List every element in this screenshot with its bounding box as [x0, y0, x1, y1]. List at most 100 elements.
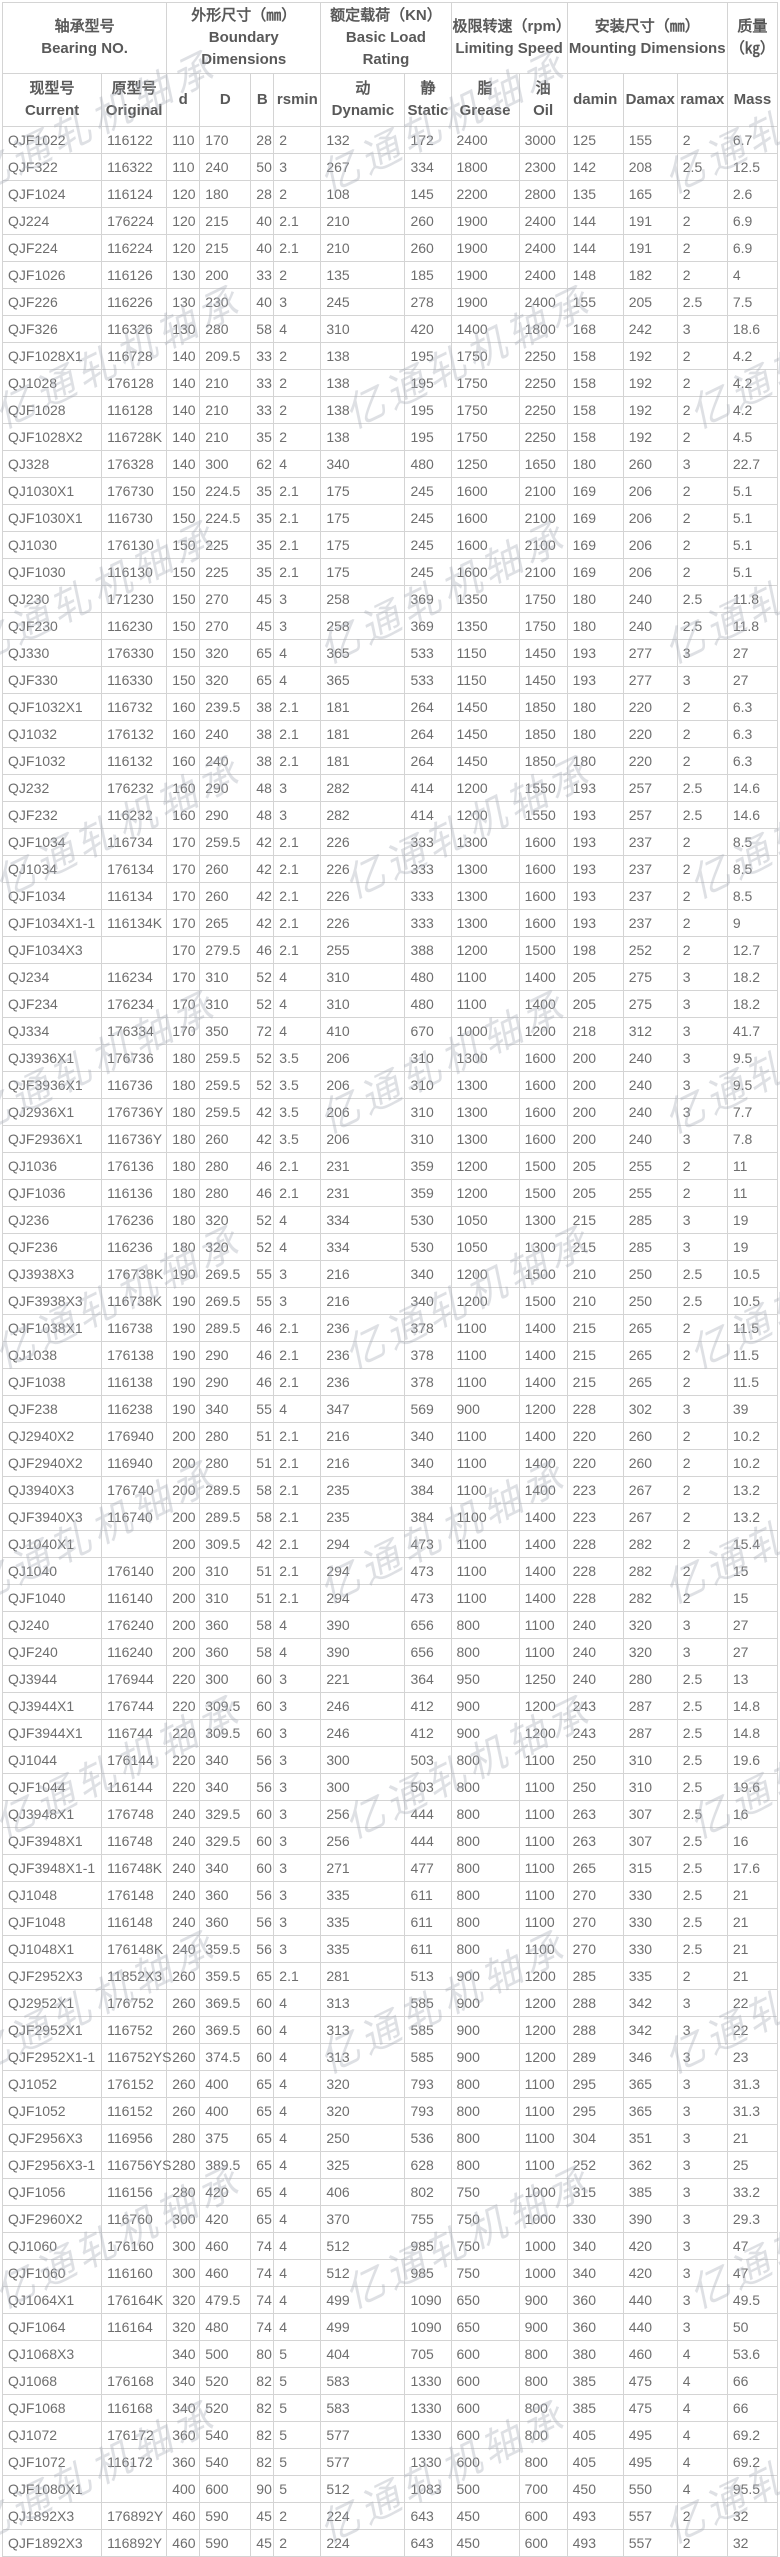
column-header-damin: damin [566, 73, 624, 127]
cell: 176738K [101, 1260, 168, 1288]
cell: 460 [166, 2529, 201, 2557]
cell: 170 [166, 1017, 201, 1045]
cell: 176740 [101, 1476, 168, 1504]
cell: 4 [273, 450, 322, 478]
cell: 1330 [404, 2367, 452, 2395]
column-group-header-4: 安装尺寸（㎜） Mounting Dimensions [566, 2, 728, 74]
table-row: QJF224 116224 120 215 40 2.1 210 260 1900 2400 144… [1, 234, 779, 262]
cell: 800 [450, 1611, 520, 1639]
cell: 145 [404, 180, 452, 208]
cell: 4.2 [726, 342, 779, 370]
table-row: QJ1034 176134 170 260 42 2.1 226 333 1300 1600 193… [1, 855, 779, 883]
cell-current-model: QJF1034 [1, 828, 103, 856]
cell: 2 [676, 531, 728, 559]
table-row: QJ232 176232 160 290 48 3 282 414 1200 1550 193 257… [1, 774, 779, 802]
cell: 5.1 [726, 531, 779, 559]
cell: 3 [676, 1206, 728, 1234]
cell: 18.2 [726, 990, 779, 1018]
cell: 360 [566, 2286, 624, 2314]
cell: 2.1 [273, 234, 322, 262]
cell: 208 [622, 153, 678, 181]
group-label-en: Bearing NO. [41, 40, 128, 57]
cell: 6.7 [726, 126, 779, 154]
cell: 116738 [101, 1314, 168, 1342]
cell: 300 [320, 1746, 406, 1774]
cell: 4 [676, 2475, 728, 2503]
cell: 330 [622, 1908, 678, 1936]
table-row: QJ1060 176160 300 460 74 4 512 985 750 1000 340 420… [1, 2232, 779, 2260]
cell: 210 [199, 423, 252, 451]
cell: 11 [726, 1179, 779, 1207]
cell: 120 [166, 207, 201, 235]
cell: 2 [676, 828, 728, 856]
cell: 2 [676, 909, 728, 937]
column-label-zh: 静 [420, 80, 436, 97]
cell: 302 [622, 1395, 678, 1423]
cell: 116134 [101, 882, 168, 910]
cell: 176168 [101, 2367, 168, 2395]
cell: 198 [566, 936, 624, 964]
cell: 480 [199, 2313, 252, 2341]
cell: 1600 [518, 828, 568, 856]
cell: 176730 [101, 477, 168, 505]
cell: 1000 [518, 2178, 568, 2206]
cell: 225 [199, 558, 252, 586]
cell: 369 [404, 585, 452, 613]
cell: 223 [566, 1476, 624, 1504]
cell: 140 [166, 396, 201, 424]
cell: 48 [250, 801, 275, 829]
cell: 1600 [518, 1125, 568, 1153]
cell: 252 [566, 2151, 624, 2179]
cell: 1400 [518, 1503, 568, 1531]
cell: 385 [622, 2178, 678, 2206]
cell: 460 [199, 2259, 252, 2287]
cell: 27 [726, 1611, 779, 1639]
cell: 27 [726, 639, 779, 667]
cell: 1150 [450, 639, 520, 667]
cell: 1300 [450, 1071, 520, 1099]
table-row: QJF1032X1 116732 160 239.5 38 2.1 181 264 1450 18… [1, 693, 779, 721]
cell: 1200 [518, 1719, 568, 1747]
cell: 245 [404, 504, 452, 532]
group-label-zh: 安装尺寸（㎜） [594, 18, 700, 35]
cell: 1100 [518, 1611, 568, 1639]
cell: 900 [450, 1989, 520, 2017]
cell: 2.6 [726, 180, 779, 208]
cell: 53.6 [726, 2340, 779, 2368]
cell: 56 [250, 1881, 275, 1909]
cell: 2.1 [273, 1422, 322, 1450]
cell: 340 [166, 2340, 201, 2368]
cell: 1100 [518, 1746, 568, 1774]
cell: 176128 [101, 369, 168, 397]
cell: 56 [250, 1773, 275, 1801]
cell: 359.5 [199, 1935, 252, 1963]
cell: 193 [566, 666, 624, 694]
cell: 365 [622, 2070, 678, 2098]
cell: 420 [622, 2232, 678, 2260]
cell: 231 [320, 1179, 406, 1207]
cell: 3 [273, 153, 322, 181]
cell: 3.5 [273, 1071, 322, 1099]
cell: 170 [166, 936, 201, 964]
cell: 2.5 [676, 1908, 728, 1936]
cell: 46 [250, 936, 275, 964]
cell: 3 [676, 1233, 728, 1261]
table-row: QJ1052 176152 260 400 65 4 320 793 800 1100 295 365… [1, 2070, 779, 2098]
cell: 22 [726, 1989, 779, 2017]
cell: 800 [518, 2448, 568, 2476]
cell: 3 [676, 2070, 728, 2098]
cell: 170 [166, 882, 201, 910]
cell: 135 [320, 261, 406, 289]
cell: 180 [166, 1233, 201, 1261]
cell: 1900 [450, 234, 520, 262]
cell: 3 [273, 1692, 322, 1720]
cell: 333 [404, 909, 452, 937]
cell: 260 [166, 2016, 201, 2044]
cell-current-model: QJF1052 [1, 2097, 103, 2125]
cell-current-model: QJF1034X3 [1, 936, 103, 964]
cell: 47 [726, 2232, 779, 2260]
cell-current-model: QJF3948X1-1 [1, 1854, 103, 1882]
column-label-en: Damax [625, 91, 675, 108]
cell: 74 [250, 2259, 275, 2287]
cell: 224.5 [199, 477, 252, 505]
